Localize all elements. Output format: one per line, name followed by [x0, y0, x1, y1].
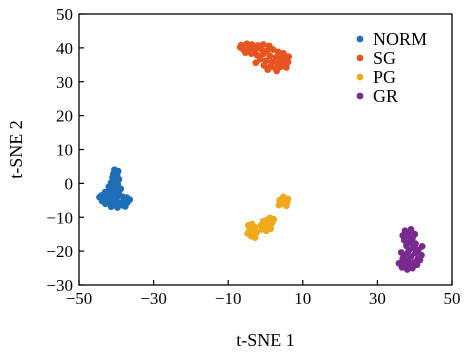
legend-marker-gr [356, 92, 364, 100]
point-gr-24 [403, 266, 411, 273]
y-tick-label: 40 [56, 39, 73, 58]
point-gr-6 [400, 236, 408, 244]
x-axis-label: t-SNE 1 [236, 330, 295, 350]
x-tick-label: −30 [140, 289, 167, 308]
series-sg [236, 40, 293, 75]
point-gr-29 [395, 259, 403, 267]
point-pg-19 [258, 226, 266, 233]
series-pg [244, 193, 292, 241]
y-axis-label: t-SNE 2 [6, 120, 26, 179]
point-pg-28 [284, 195, 292, 203]
point-gr-27 [416, 256, 424, 264]
series-gr [395, 226, 426, 273]
point-pg-18 [267, 225, 275, 233]
legend-label-norm: NORM [373, 29, 427, 49]
point-gr-31 [407, 226, 415, 233]
point-norm-34 [107, 203, 115, 211]
point-sg-32 [284, 58, 292, 66]
point-pg-26 [275, 201, 283, 209]
x-tick-label: 30 [369, 289, 386, 308]
point-sg-34 [236, 43, 244, 51]
series-norm [96, 166, 134, 211]
x-tick-label: −10 [215, 289, 242, 308]
point-norm-39 [124, 198, 131, 206]
point-pg-8 [251, 234, 259, 241]
points-layer [96, 40, 426, 273]
point-sg-19 [272, 53, 280, 61]
point-sg-9 [257, 45, 265, 53]
legend-marker-sg [356, 54, 364, 62]
point-sg-31 [282, 64, 290, 71]
legend-label-gr: GR [373, 86, 398, 106]
point-sg-36 [273, 67, 281, 75]
point-sg-12 [274, 48, 282, 56]
point-sg-35 [264, 66, 272, 73]
point-sg-11 [269, 46, 277, 53]
point-sg-17 [259, 50, 267, 58]
point-pg-16 [270, 215, 278, 223]
legend-marker-norm [356, 35, 364, 43]
point-norm-35 [114, 204, 121, 211]
x-tick-label: −50 [66, 289, 93, 308]
legend-label-sg: SG [373, 48, 396, 68]
y-tick-label: 20 [56, 107, 73, 126]
x-tick-label: 50 [444, 289, 461, 308]
legend-marker-pg [356, 73, 364, 81]
y-tick-label: 0 [65, 174, 74, 193]
point-sg-15 [247, 50, 255, 58]
y-tick-label: 50 [56, 5, 73, 24]
point-sg-33 [285, 53, 293, 61]
legend-label-pg: PG [373, 67, 396, 87]
y-tick-label: −20 [46, 242, 73, 261]
point-gr-28 [397, 249, 405, 256]
y-tick-label: −10 [46, 208, 73, 227]
point-pg-29 [282, 202, 290, 210]
point-sg-18 [266, 52, 274, 60]
y-tick-label: −30 [46, 276, 73, 295]
y-tick-label: 10 [56, 141, 73, 160]
x-tick-label: 10 [294, 289, 311, 308]
point-norm-38 [96, 193, 103, 201]
point-sg-37 [252, 59, 260, 67]
point-sg-14 [241, 49, 249, 57]
point-gr-30 [418, 242, 426, 250]
y-tick-label: 30 [56, 73, 73, 92]
